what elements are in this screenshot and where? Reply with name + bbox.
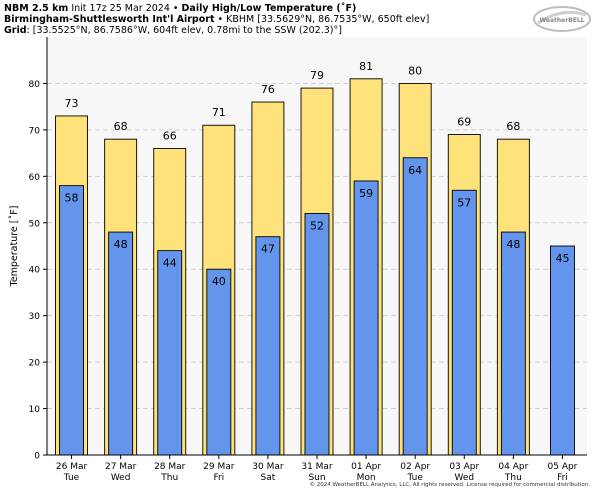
bars [55,78,575,456]
x-tick-date: 28 Mar [154,462,186,472]
high-label: 66 [163,129,177,142]
x-tick-weekday: Thu [160,473,178,483]
x-tick-date: 26 Mar [56,462,88,472]
low-label: 48 [114,238,128,251]
x-tick-weekday: Thu [504,473,522,483]
y-tick-label: 40 [29,266,41,276]
high-label: 81 [359,60,373,73]
bar-labels: 73 58 68 48 66 44 71 40 76 47 79 52 81 59 80 64 69 57 68 48… [65,60,570,288]
x-tick-weekday: Wed [454,473,474,483]
low-bar [157,250,183,456]
x-tick-weekday: Sun [308,473,325,483]
low-bar [451,189,477,456]
y-axis-label: Temperature [˚F] [9,206,20,288]
station-name: Birmingham-Shuttlesworth Int'l Airport [4,14,215,25]
x-tick-weekday: Tue [63,473,80,483]
x-tick-date: 04 Apr [498,462,528,472]
x-tick-weekday: Mon [357,473,376,483]
x-tick-weekday: Wed [111,473,131,483]
low-bar [108,231,134,456]
header-line-2: Birmingham-Shuttlesworth Int'l Airport •… [4,14,429,25]
x-tick-date: 03 Apr [449,462,479,472]
y-tick-label: 50 [29,219,41,229]
header-line-3: Grid: [33.5525°N, 86.7586°W, 604ft elev,… [4,25,342,36]
low-bar [353,180,379,456]
low-bar [500,231,526,456]
low-label: 47 [261,243,275,256]
x-tick-date: 01 Apr [351,462,381,472]
y-tick-label: 20 [29,359,41,369]
x-tick-date: 29 Mar [203,462,235,472]
low-label: 52 [310,219,324,232]
logo-text: WeatherBELL [539,17,584,24]
low-bar [255,236,281,456]
model-name: NBM 2.5 km [4,3,69,14]
x-tick-weekday: Sat [261,473,276,483]
x-tick-date: 02 Apr [400,462,430,472]
low-label: 57 [457,196,471,209]
x-tick-date: 31 Mar [301,462,333,472]
low-label: 59 [359,187,373,200]
grid-label: Grid [4,25,27,36]
y-tick-label: 60 [29,173,41,183]
low-label: 44 [163,257,177,270]
low-label: 45 [555,252,569,265]
high-label: 71 [212,106,226,119]
y-tick-label: 10 [29,405,41,415]
low-label: 48 [506,238,520,251]
low-bar [59,185,84,456]
high-label: 69 [457,116,471,129]
weatherbell-logo: WeatherBELL [533,6,591,32]
x-tick-date: 27 Mar [105,462,137,472]
x-tick-date: 05 Apr [548,462,578,472]
high-label: 80 [408,64,422,77]
y-tick-label: 0 [34,452,40,462]
grid-info: : [33.5525°N, 86.7586°W, 604ft elev, 0.7… [26,25,342,36]
high-label: 73 [65,97,79,110]
x-tick-weekday: Fri [213,473,224,483]
chart-title: Daily High/Low Temperature (˚F) [181,3,357,14]
high-label: 68 [506,120,520,133]
low-bar [304,213,330,456]
high-label: 68 [114,120,128,133]
init-time: Init 17z 25 Mar 2024 • [71,3,179,14]
x-tick-date: 30 Mar [252,462,284,472]
copyright-text: © 2024 WeatherBELL Analytics, LLC. All r… [309,482,590,488]
low-label: 40 [212,275,226,288]
low-bar [402,157,428,456]
y-tick-label: 70 [29,126,41,136]
low-label: 58 [65,192,79,205]
y-ticks: 0 10 20 30 40 50 60 70 80 [29,80,47,462]
high-label: 79 [310,69,324,82]
y-tick-label: 30 [29,312,41,322]
header-line-1: NBM 2.5 km Init 17z 25 Mar 2024 • Daily … [4,3,356,14]
station-info: • KBHM [33.5629°N, 86.7535°W, 650ft elev… [217,14,430,25]
low-bar [550,245,575,456]
y-tick-label: 80 [29,80,41,90]
low-label: 64 [408,164,422,177]
high-label: 76 [261,83,275,96]
x-tick-weekday: Fri [557,473,568,483]
low-bar [206,268,232,456]
x-tick-weekday: Tue [406,473,423,483]
